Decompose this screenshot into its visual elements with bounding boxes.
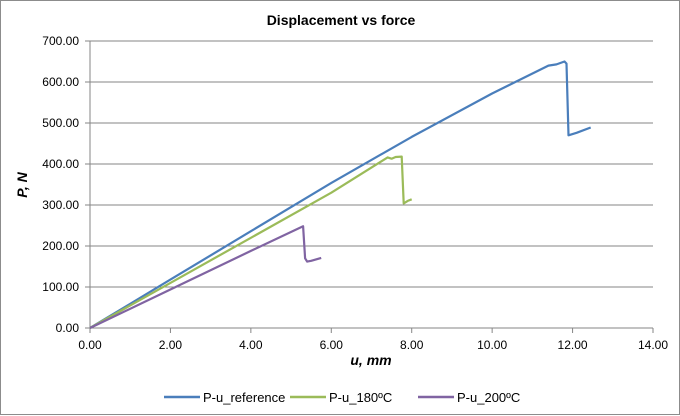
y-tick-label: 500.00 — [42, 116, 79, 130]
y-tick-label: 100.00 — [42, 280, 79, 294]
legend-label: P-u_200ºC — [457, 390, 520, 405]
x-tick-label: 6.00 — [320, 338, 344, 352]
y-tick-label: 0.00 — [56, 321, 80, 335]
y-axis-label: P, N — [14, 171, 30, 197]
legend: P-u_reference P-u_180ºC P-u_200ºC — [164, 390, 520, 405]
x-tick-label: 12.00 — [558, 338, 588, 352]
y-tick-label: 400.00 — [42, 157, 79, 171]
x-tick-label: 10.00 — [477, 338, 507, 352]
legend-label: P-u_reference — [203, 390, 285, 405]
legend-label: P-u_180ºC — [329, 390, 392, 405]
x-tick-label: 8.00 — [400, 338, 424, 352]
x-tick-label: 4.00 — [239, 338, 263, 352]
series-line-2 — [89, 155, 413, 329]
chart-title: Displacement vs force — [267, 12, 416, 28]
y-tick-label: 200.00 — [42, 239, 79, 253]
y-tick-label: 700.00 — [42, 34, 79, 48]
series-line-1 — [89, 60, 592, 329]
x-tick-label: 2.00 — [159, 338, 183, 352]
y-tick-label: 600.00 — [42, 75, 79, 89]
series-lines — [89, 60, 592, 329]
axes — [85, 40, 654, 333]
y-tick-labels: 0.00 100.00 200.00 300.00 400.00 500.00 600.00… — [42, 34, 79, 335]
x-tick-label: 14.00 — [638, 338, 668, 352]
x-tick-labels: 0.00 2.00 4.00 6.00 8.00 10.00 12.00 14.00 — [78, 338, 668, 352]
y-tick-label: 300.00 — [42, 198, 79, 212]
series-line-3 — [89, 225, 322, 329]
legend-item-1: P-u_reference — [164, 390, 285, 405]
x-tick-label: 0.00 — [78, 338, 102, 352]
legend-item-2: P-u_180ºC — [290, 390, 392, 405]
gridlines — [90, 40, 653, 288]
x-axis-label: u, mm — [350, 352, 391, 368]
legend-item-3: P-u_200ºC — [418, 390, 520, 405]
